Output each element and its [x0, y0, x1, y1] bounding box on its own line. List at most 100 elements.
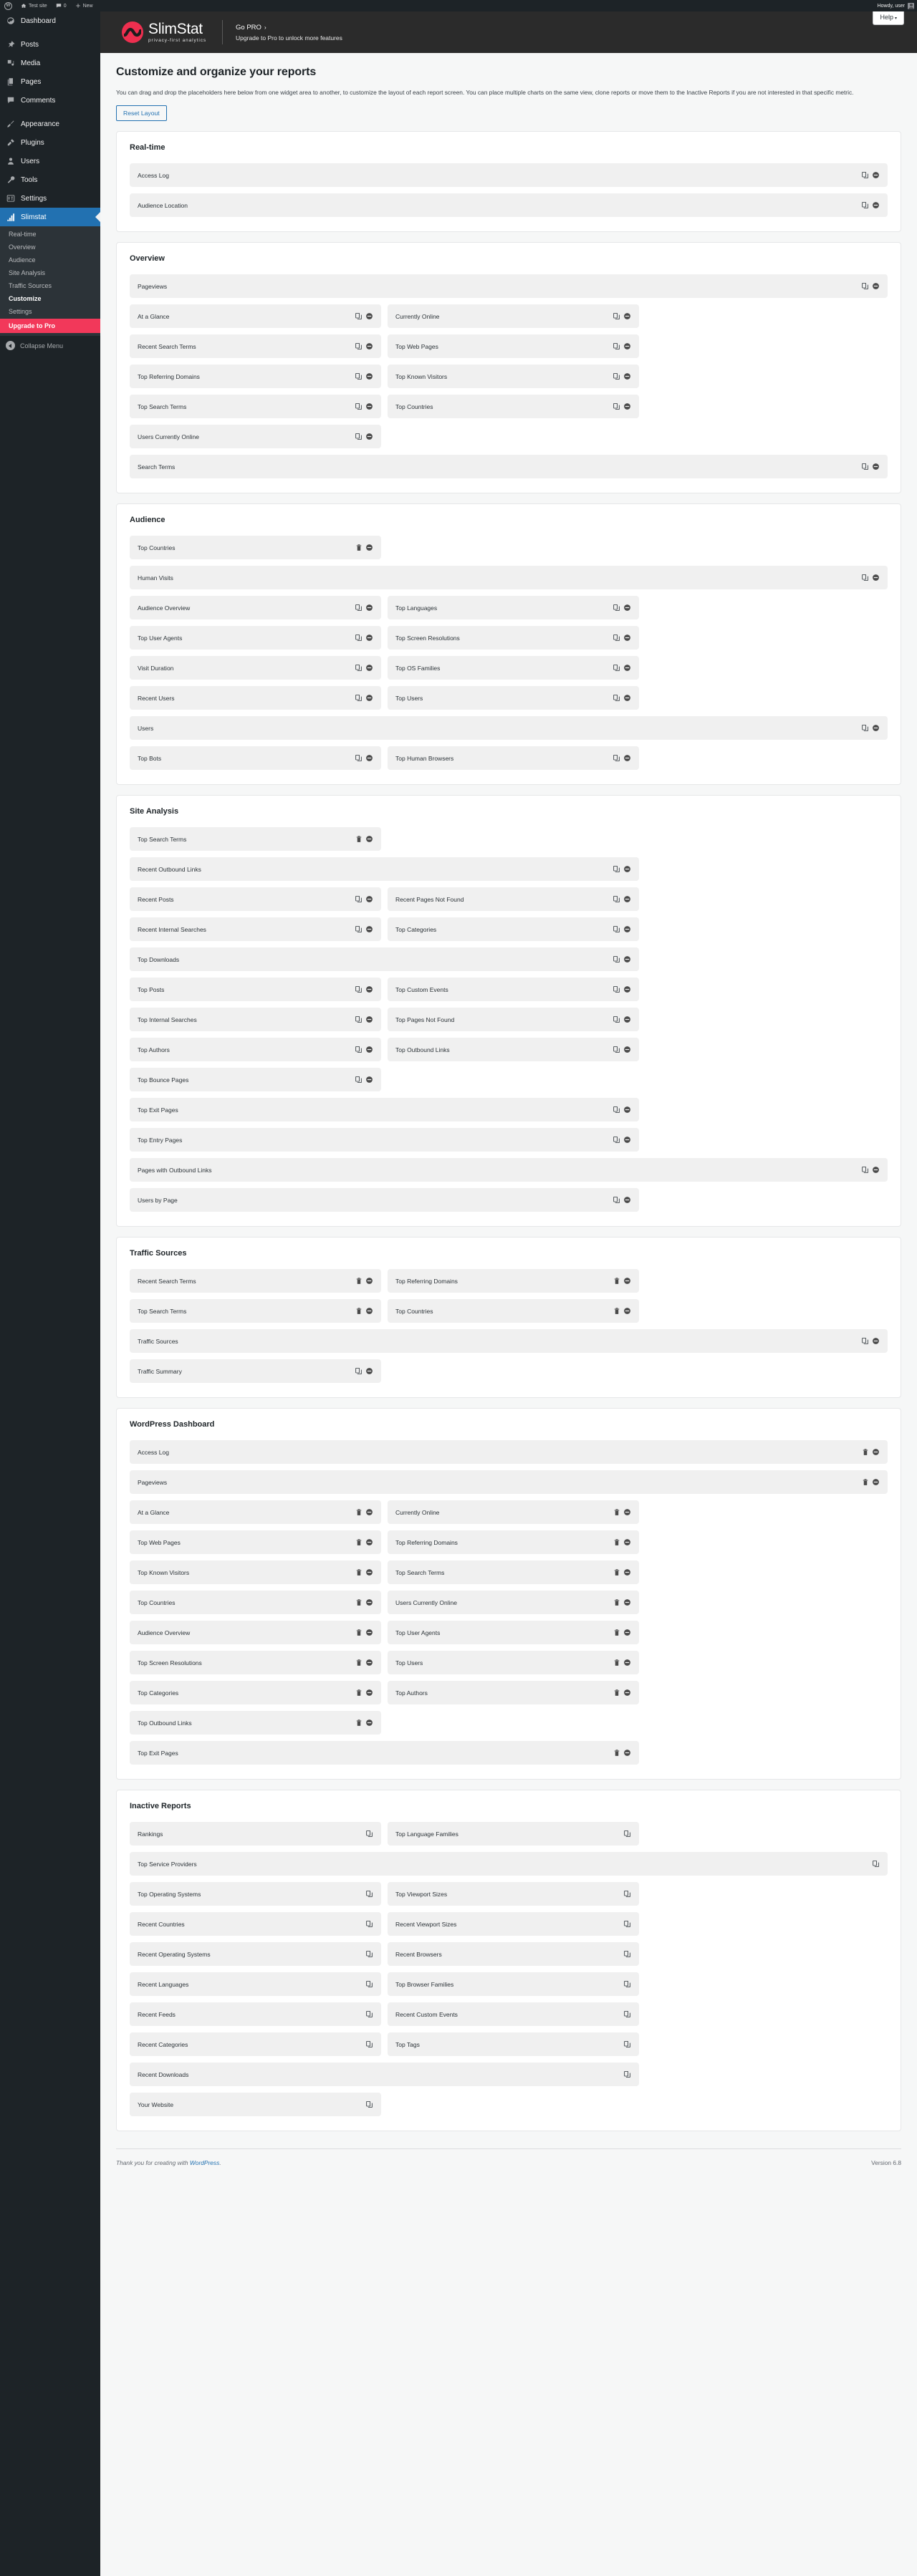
report-tile[interactable]: Recent Operating Systems: [130, 1942, 381, 1966]
copy-icon[interactable]: [613, 604, 620, 612]
sidebar-item-media[interactable]: Media: [0, 54, 100, 72]
copy-icon[interactable]: [355, 312, 363, 320]
trash-icon[interactable]: [613, 1598, 620, 1606]
trash-icon[interactable]: [613, 1508, 620, 1516]
minus-circle-icon[interactable]: [872, 171, 880, 179]
report-tile[interactable]: Top Human Browsers: [388, 746, 639, 770]
copy-icon[interactable]: [861, 201, 869, 209]
report-tile[interactable]: Top Entry Pages: [130, 1128, 639, 1152]
report-tile[interactable]: Top Referring Domains: [388, 1269, 639, 1293]
report-tile[interactable]: Top User Agents: [130, 626, 381, 650]
report-tile[interactable]: Users by Page: [130, 1188, 639, 1212]
minus-circle-icon[interactable]: [623, 955, 631, 963]
copy-icon[interactable]: [613, 342, 620, 350]
report-tile[interactable]: Recent Internal Searches: [130, 917, 381, 941]
copy-icon[interactable]: [613, 1136, 620, 1144]
copy-icon[interactable]: [355, 342, 363, 350]
copy-icon[interactable]: [613, 312, 620, 320]
minus-circle-icon[interactable]: [623, 1568, 631, 1576]
trash-icon[interactable]: [613, 1568, 620, 1576]
report-tile[interactable]: Recent Countries: [130, 1912, 381, 1936]
report-tile[interactable]: Top Countries: [388, 1299, 639, 1323]
minus-circle-icon[interactable]: [623, 372, 631, 380]
copy-icon[interactable]: [613, 1046, 620, 1053]
report-tile[interactable]: Your Website: [130, 2093, 381, 2116]
copy-icon[interactable]: [613, 694, 620, 702]
report-tile[interactable]: Recent Search Terms: [130, 334, 381, 358]
copy-icon[interactable]: [623, 1980, 631, 1988]
minus-circle-icon[interactable]: [623, 1016, 631, 1023]
report-tile[interactable]: Top Screen Resolutions: [388, 626, 639, 650]
minus-circle-icon[interactable]: [365, 985, 373, 993]
report-tile[interactable]: Recent Browsers: [388, 1942, 639, 1966]
report-tile[interactable]: At a Glance: [130, 304, 381, 328]
minus-circle-icon[interactable]: [872, 1478, 880, 1486]
minus-circle-icon[interactable]: [623, 865, 631, 873]
minus-circle-icon[interactable]: [623, 1136, 631, 1144]
report-tile[interactable]: Top Screen Resolutions: [130, 1651, 381, 1674]
report-tile[interactable]: Top Known Visitors: [130, 1560, 381, 1584]
submenu-item-traffic-sources[interactable]: Traffic Sources: [9, 282, 52, 289]
wp-logo-button[interactable]: [0, 0, 16, 11]
minus-circle-icon[interactable]: [365, 664, 373, 672]
minus-circle-icon[interactable]: [365, 433, 373, 440]
sidebar-item-slimstat[interactable]: Slimstat: [0, 208, 100, 226]
minus-circle-icon[interactable]: [365, 342, 373, 350]
report-tile[interactable]: Top Authors: [130, 1038, 381, 1061]
copy-icon[interactable]: [861, 574, 869, 582]
copy-icon[interactable]: [613, 1196, 620, 1204]
comments-button[interactable]: 0: [52, 0, 71, 11]
report-tile[interactable]: Top Posts: [130, 978, 381, 1001]
minus-circle-icon[interactable]: [365, 1598, 373, 1606]
report-tile[interactable]: Top Web Pages: [388, 334, 639, 358]
report-tile[interactable]: Access Log: [130, 1440, 888, 1464]
copy-icon[interactable]: [613, 955, 620, 963]
copy-icon[interactable]: [365, 2040, 373, 2048]
copy-icon[interactable]: [365, 1980, 373, 1988]
minus-circle-icon[interactable]: [623, 1598, 631, 1606]
copy-icon[interactable]: [365, 1830, 373, 1838]
report-tile[interactable]: Top Search Terms: [388, 1560, 639, 1584]
sidebar-item-posts[interactable]: Posts: [0, 35, 100, 54]
copy-icon[interactable]: [365, 2100, 373, 2108]
copy-icon[interactable]: [613, 985, 620, 993]
report-tile[interactable]: Traffic Sources: [130, 1329, 888, 1353]
report-tile[interactable]: Search Terms: [130, 455, 888, 478]
report-tile[interactable]: Top Language Families: [388, 1822, 639, 1846]
minus-circle-icon[interactable]: [365, 694, 373, 702]
report-tile[interactable]: Recent Viewport Sizes: [388, 1912, 639, 1936]
copy-icon[interactable]: [861, 1337, 869, 1345]
minus-circle-icon[interactable]: [365, 634, 373, 642]
copy-icon[interactable]: [355, 1016, 363, 1023]
report-tile[interactable]: Top Internal Searches: [130, 1008, 381, 1031]
minus-circle-icon[interactable]: [365, 1629, 373, 1636]
copy-icon[interactable]: [861, 282, 869, 290]
report-tile[interactable]: Top Downloads: [130, 947, 639, 971]
report-tile[interactable]: Top Countries: [388, 395, 639, 418]
report-tile[interactable]: Traffic Summary: [130, 1359, 381, 1383]
minus-circle-icon[interactable]: [365, 1277, 373, 1285]
report-tile[interactable]: Recent Pages Not Found: [388, 887, 639, 911]
copy-icon[interactable]: [613, 1016, 620, 1023]
report-tile[interactable]: Top Custom Events: [388, 978, 639, 1001]
copy-icon[interactable]: [872, 1860, 880, 1868]
minus-circle-icon[interactable]: [365, 835, 373, 843]
sidebar-item-dashboard[interactable]: Dashboard: [0, 11, 100, 30]
minus-circle-icon[interactable]: [365, 895, 373, 903]
copy-icon[interactable]: [613, 754, 620, 762]
copy-icon[interactable]: [613, 372, 620, 380]
report-tile[interactable]: Top Outbound Links: [130, 1711, 381, 1735]
copy-icon[interactable]: [355, 925, 363, 933]
copy-icon[interactable]: [623, 2010, 631, 2018]
minus-circle-icon[interactable]: [365, 1367, 373, 1375]
report-tile[interactable]: Top Users: [388, 1651, 639, 1674]
report-tile[interactable]: Currently Online: [388, 304, 639, 328]
submenu-item-upgrade-to-pro[interactable]: Upgrade to Pro: [0, 319, 100, 333]
copy-icon[interactable]: [613, 402, 620, 410]
submenu-item-real-time[interactable]: Real-time: [9, 231, 37, 238]
minus-circle-icon[interactable]: [623, 664, 631, 672]
report-tile[interactable]: Top OS Families: [388, 656, 639, 680]
report-tile[interactable]: Top Countries: [130, 536, 381, 559]
copy-icon[interactable]: [623, 1920, 631, 1928]
trash-icon[interactable]: [355, 1508, 363, 1516]
